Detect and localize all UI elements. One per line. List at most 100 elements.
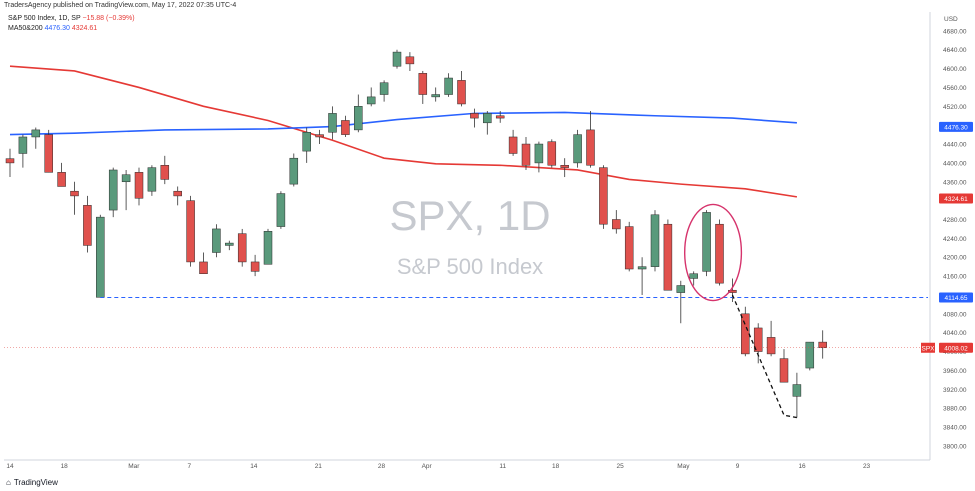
candle-up [534,143,544,164]
time-tick-label: 28 [378,463,386,470]
price-tick-label: 4600.00 [943,66,967,73]
candle-up [392,51,402,67]
price-tick-label: 4680.00 [943,28,967,35]
candle-down [624,226,634,270]
candle-up [792,384,802,397]
time-tick-label: 7 [187,463,191,470]
candle-up [121,174,131,183]
time-tick-label: Mar [128,463,140,470]
time-tick-label: 11 [499,463,506,470]
ma-value-2: 4324.61 [71,25,98,32]
candle-down [521,143,531,166]
candle-down [199,261,208,274]
trend-dashed-line [731,294,798,419]
candle-down [612,219,621,230]
annotations [4,203,928,419]
candle-up [637,266,647,270]
time-axis: 14 18 Mar 7 14 21 28 Apr 11 18 25 May 9 16 23 [6,463,870,470]
time-tick-label: 23 [863,463,871,470]
candle-down [5,158,15,164]
tradingview-logo-icon: ⌂ [6,478,11,487]
candle-down [766,337,776,355]
watermark-name: S&P 500 Index [397,254,543,279]
ma200-line [9,111,797,136]
grid [4,12,931,461]
candle-up [702,212,711,272]
price-badge-value: 4324.61 [944,196,968,203]
candle-down [728,289,737,293]
price-tick-label: 3960.00 [943,368,967,375]
candle-down [315,134,324,138]
ma50-line [9,65,798,198]
candle-up [676,285,686,293]
time-tick-label: 14 [250,463,258,470]
candle-down [57,172,66,187]
candle-down [715,223,724,284]
candle-down [341,120,350,135]
price-badge-bg [939,342,973,353]
candle-up [289,157,299,185]
price-tick-label: 3840.00 [943,424,967,431]
watermark-ticker: SPX, 1D [389,192,550,239]
candle-up [366,96,376,105]
time-tick-label: 21 [315,463,323,470]
price-badge: 4114.65 [939,292,973,303]
price-change: −15.88 (−0.39%) [82,15,135,22]
time-tick-label: 18 [552,463,560,470]
price-badge-value: 4114.65 [944,295,967,302]
candle-up [354,106,363,131]
candle-down [663,223,673,291]
candle-up [212,228,221,253]
highlight-ellipse [684,203,743,302]
candle-up [276,193,286,227]
time-tick-label: 9 [736,463,740,470]
candle-down [547,141,557,166]
price-badge-bg [939,292,973,303]
candle-up [431,94,440,98]
price-badge-label: SPX [921,345,935,352]
candle-up [263,231,273,265]
price-badge-bg [939,193,973,204]
candle-up [96,216,105,298]
brand-text: TradingView [13,478,58,487]
candle-up [18,136,28,154]
candles [5,49,827,418]
published-caption: TradersAgency published on TradingView.c… [4,2,237,9]
symbol-line: S&P 500 Index, 1D, SP −15.88 (−0.39%) [8,14,135,24]
candle-down [173,190,182,197]
candle-up [689,273,698,279]
price-tick-label: 4040.00 [943,330,967,337]
candle-up [147,167,157,192]
candle-down [250,261,260,272]
moving-averages [9,65,798,198]
candle-down [560,165,569,168]
candle-down [160,165,170,180]
candle-up [483,113,492,124]
price-tick-label: 3920.00 [943,387,967,394]
price-badge-label-bg [921,342,935,353]
candle-up [225,242,234,246]
candle-down [586,129,595,166]
candle-down [418,73,428,95]
candle-down [70,190,79,197]
candle-down [495,115,505,119]
ma-value-1: 4476.30 [44,25,70,32]
price-tick-label: 4160.00 [943,274,967,281]
candle-down [470,113,479,119]
price-badge: 4476.30 [939,121,973,132]
candle-up [650,214,660,267]
currency-label: USD [944,16,958,23]
price-tick-label: 4400.00 [943,160,967,167]
price-badge-value: 4476.30 [944,124,968,131]
candle-down [186,200,195,263]
price-axis: 4680.004640.004600.004560.004520.004480.… [921,28,973,450]
price-badge: SPX 4008.02 [921,342,973,353]
tradingview-brand[interactable]: ⌂ TradingView [6,478,58,487]
candle-down [779,358,789,383]
price-badge-value: 4008.02 [944,345,968,352]
price-tick-label: 4640.00 [943,47,967,54]
candle-down [44,134,53,173]
candle-up [573,134,582,164]
candle-up [805,341,815,369]
